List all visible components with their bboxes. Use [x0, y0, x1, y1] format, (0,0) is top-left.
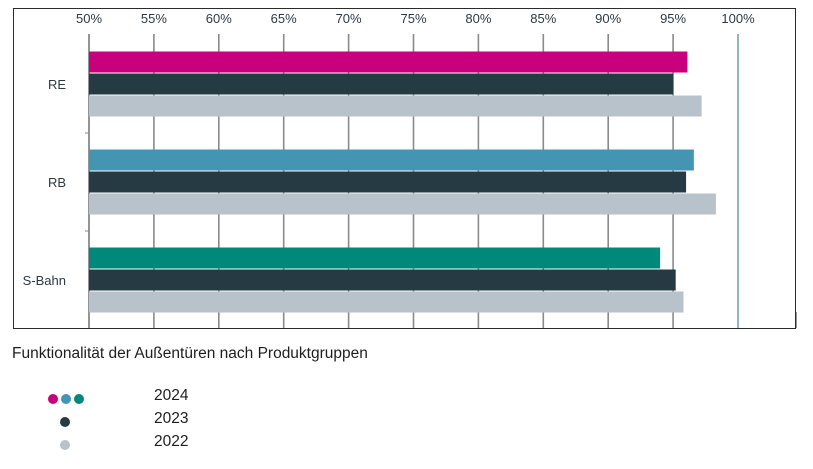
bar-rb-2024	[89, 149, 694, 171]
legend-marker	[48, 391, 87, 404]
category-label: RB	[48, 175, 66, 190]
x-tick-label: 60%	[206, 11, 232, 26]
legend-dot	[48, 394, 58, 404]
legend-marker	[60, 414, 73, 427]
legend-dot	[60, 417, 70, 427]
category-label: S-Bahn	[23, 273, 66, 288]
legend-dot	[74, 394, 84, 404]
bar-s-bahn-2024	[89, 247, 661, 269]
x-tick-label: 85%	[530, 11, 556, 26]
chart-title: Funktionalität der Außentüren nach Produ…	[12, 345, 368, 362]
bar-re-2023	[89, 73, 674, 95]
x-tick-label: 100%	[721, 11, 755, 26]
legend-dot	[61, 394, 71, 404]
legend-label: 2023	[154, 410, 189, 427]
x-tick-label: 80%	[465, 11, 491, 26]
bar-rb-2022	[89, 193, 716, 215]
x-tick-label: 50%	[76, 11, 102, 26]
x-tick-label: 95%	[660, 11, 686, 26]
bar-re-2024	[89, 51, 688, 73]
legend-item-2024: 2024	[0, 387, 260, 407]
x-tick-label: 90%	[595, 11, 621, 26]
bar-rb-2023	[89, 171, 687, 193]
legend-marker	[60, 437, 73, 450]
legend-dot	[60, 440, 70, 450]
bar-chart: 50% 55% 60% 65% 70% 75% 80% 85% 90% 95% 100% RE RB S-…	[13, 8, 797, 329]
bar-re-2022	[89, 95, 702, 117]
x-tick-label: 75%	[400, 11, 426, 26]
x-tick-label: 65%	[271, 11, 297, 26]
legend-item-2023: 2023	[0, 410, 260, 430]
category-label: RE	[48, 77, 66, 92]
bar-s-bahn-2022	[89, 291, 684, 313]
chart-frame	[13, 8, 796, 329]
bar-s-bahn-2023	[89, 269, 676, 291]
legend-label: 2024	[154, 387, 189, 404]
legend-item-2022: 2022	[0, 433, 260, 453]
legend-label: 2022	[154, 433, 189, 450]
x-tick-label: 70%	[336, 11, 362, 26]
x-tick-label: 55%	[141, 11, 167, 26]
